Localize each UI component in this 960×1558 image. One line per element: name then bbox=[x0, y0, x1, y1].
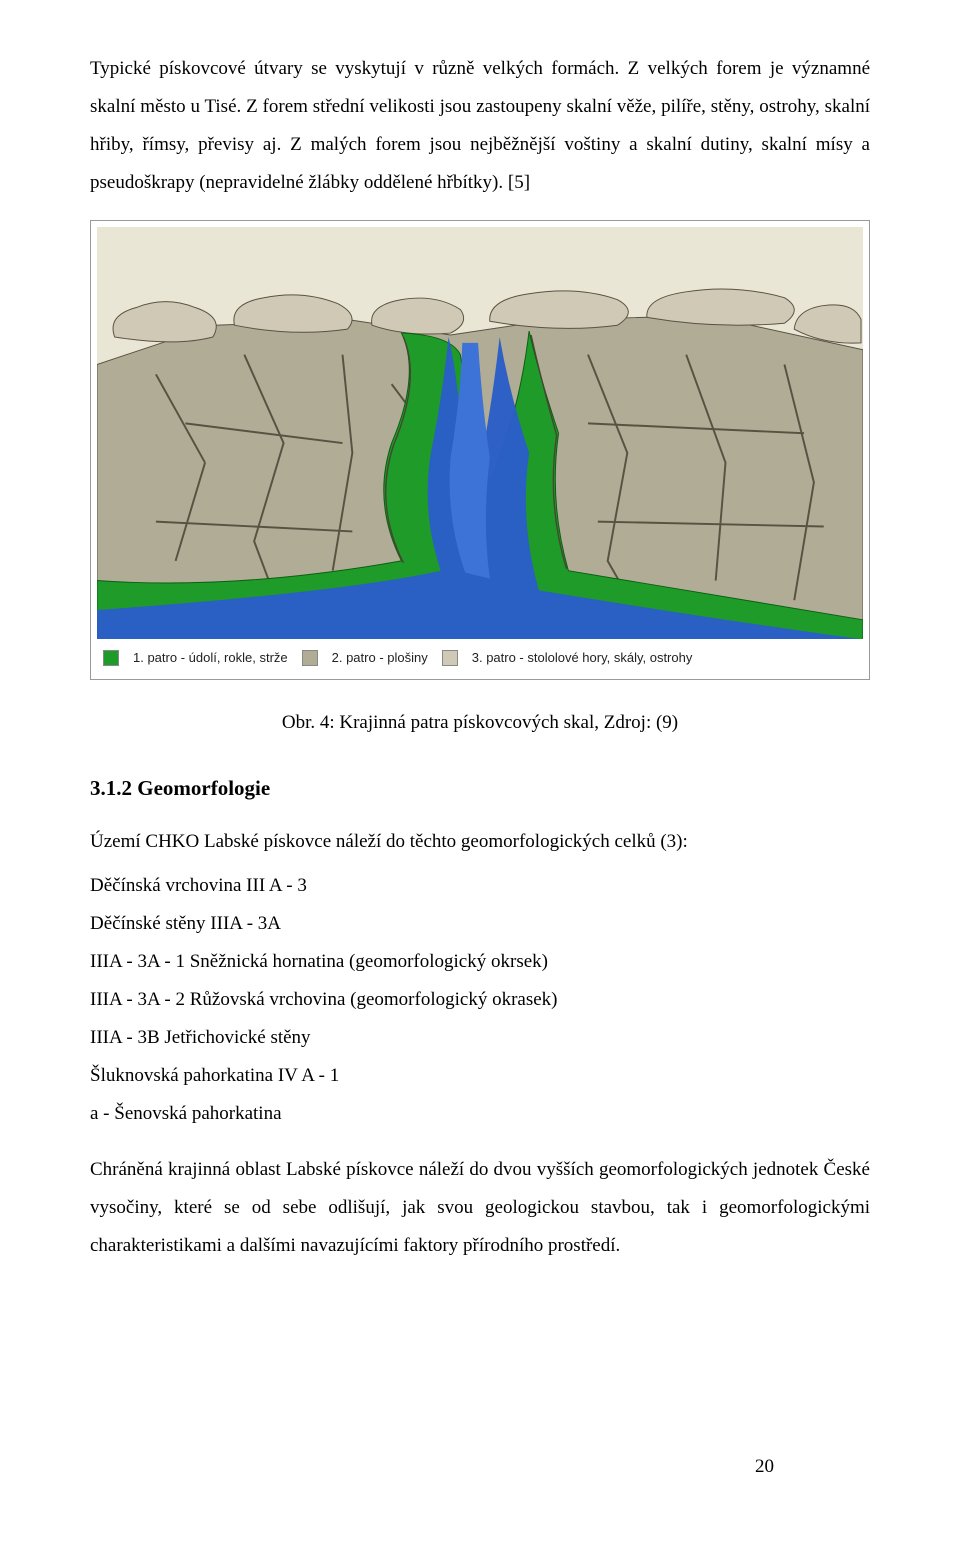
geomorph-list: Děčínská vrchovina III A - 3 Děčínské st… bbox=[90, 867, 870, 1133]
list-item: Děčínské stěny IIIA - 3A bbox=[90, 905, 870, 943]
legend-label-1: 1. patro - údolí, rokle, strže bbox=[133, 645, 288, 671]
figure-container: 1. patro - údolí, rokle, strže 2. patro … bbox=[90, 220, 870, 680]
terrain-diagram bbox=[97, 227, 863, 639]
legend-label-3: 3. patro - stololové hory, skály, ostroh… bbox=[472, 645, 693, 671]
list-item: Děčínská vrchovina III A - 3 bbox=[90, 867, 870, 905]
list-item: Šluknovská pahorkatina IV A - 1 bbox=[90, 1057, 870, 1095]
figure-caption: Obr. 4: Krajinná patra pískovcových skal… bbox=[90, 710, 870, 737]
legend-swatch-3 bbox=[442, 650, 458, 666]
list-intro: Území CHKO Labské pískovce náleží do těc… bbox=[90, 823, 870, 861]
list-item: a - Šenovská pahorkatina bbox=[90, 1095, 870, 1133]
page-number: 20 bbox=[755, 1448, 774, 1486]
legend-label-2: 2. patro - plošiny bbox=[332, 645, 428, 671]
legend-swatch-2 bbox=[302, 650, 318, 666]
closing-paragraph: Chráněná krajinná oblast Labské pískovce… bbox=[90, 1151, 870, 1265]
intro-paragraph: Typické pískovcové útvary se vyskytují v… bbox=[90, 50, 870, 202]
figure-legend: 1. patro - údolí, rokle, strže 2. patro … bbox=[97, 639, 863, 673]
legend-swatch-1 bbox=[103, 650, 119, 666]
list-item: IIIA - 3A - 1 Sněžnická hornatina (geomo… bbox=[90, 943, 870, 981]
list-item: IIIA - 3B Jetřichovické stěny bbox=[90, 1019, 870, 1057]
list-item: IIIA - 3A - 2 Růžovská vrchovina (geomor… bbox=[90, 981, 870, 1019]
section-heading: 3.1.2 Geomorfologie bbox=[90, 767, 870, 809]
